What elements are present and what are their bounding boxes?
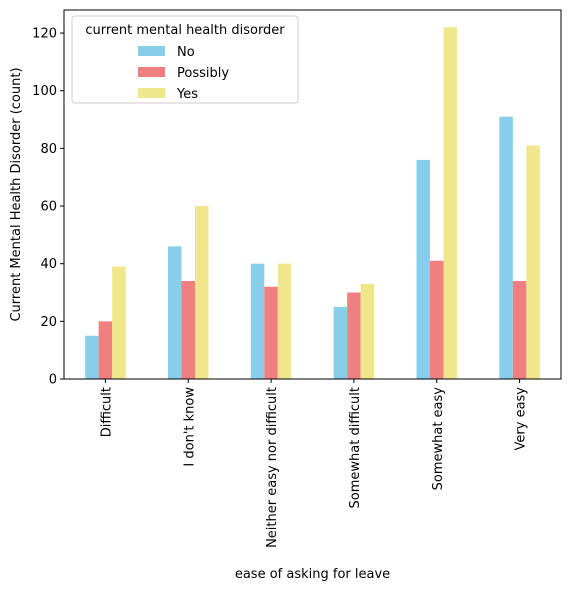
bar-possibly-3 <box>347 292 361 379</box>
bar-yes-5 <box>526 145 540 379</box>
bar-possibly-1 <box>181 280 195 379</box>
y-tick-label: 0 <box>49 373 57 388</box>
bar-yes-4 <box>443 27 457 379</box>
bar-yes-2 <box>277 263 292 379</box>
legend-label-no: No <box>177 45 195 60</box>
legend-label-possibly: Possibly <box>177 66 229 81</box>
legend-swatch-yes <box>138 88 165 98</box>
y-tick-label: 20 <box>40 315 57 330</box>
y-tick-label: 80 <box>40 142 57 157</box>
bar-possibly-5 <box>512 280 527 379</box>
legend-swatch-no <box>138 46 165 56</box>
y-tick-label: 40 <box>40 257 57 272</box>
bar-no-0 <box>85 335 99 379</box>
legend-box <box>71 15 299 104</box>
bar-yes-1 <box>195 206 209 379</box>
x-tick-label: Somewhat difficult <box>348 387 363 508</box>
x-tick-label: Very easy <box>514 387 529 451</box>
bar-no-3 <box>333 306 348 379</box>
legend-title: current mental health disorder <box>85 23 285 38</box>
y-axis-label: Current Mental Health Disorder (count) <box>9 67 24 321</box>
x-axis: Difficult I don't know Neither easy nor di… <box>99 379 529 548</box>
bar-no-4 <box>416 159 430 379</box>
x-tick-label: Somewhat easy <box>431 387 446 491</box>
legend-label-yes: Yes <box>176 87 198 102</box>
bar-no-5 <box>499 116 513 379</box>
legend-items: No Possibly Yes <box>138 45 229 102</box>
bar-no-1 <box>168 246 182 379</box>
bar-yes-0 <box>112 266 126 379</box>
bar-no-2 <box>250 263 265 379</box>
y-tick-label: 60 <box>40 200 57 215</box>
x-tick-label: Difficult <box>99 387 114 437</box>
x-axis-label: ease of asking for leave <box>235 567 390 582</box>
bars-layer <box>85 27 540 379</box>
plot-area-frame <box>63 9 562 380</box>
y-tick-label: 100 <box>32 84 57 99</box>
y-tick-label: 120 <box>32 27 57 42</box>
x-tick-label: Neither easy nor difficult <box>265 387 280 548</box>
bar-possibly-4 <box>430 260 444 379</box>
legend: current mental health disorder No Possibl… <box>71 15 299 104</box>
bar-possibly-2 <box>264 286 278 379</box>
bar-possibly-0 <box>98 321 113 379</box>
y-axis: 0 20 40 60 80 100 120 <box>32 27 64 388</box>
bar-yes-3 <box>360 283 375 379</box>
x-tick-label: I don't know <box>182 387 197 467</box>
legend-swatch-possibly <box>138 67 165 77</box>
